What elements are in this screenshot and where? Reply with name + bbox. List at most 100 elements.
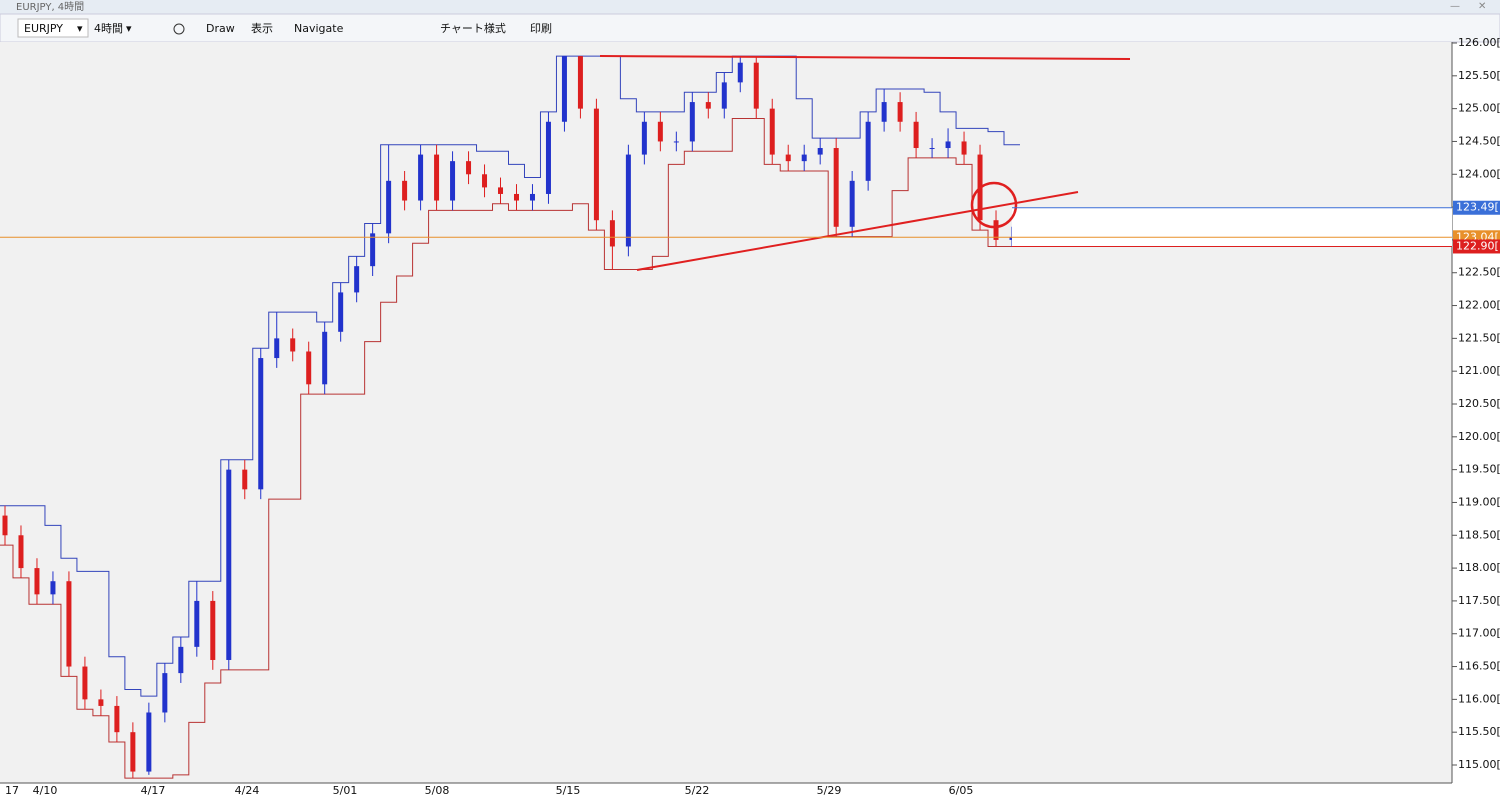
candle-body (226, 469, 232, 660)
price-tag (1453, 200, 1500, 215)
candle-body (865, 121, 871, 181)
y-tick-label: 117.50[0 (1458, 594, 1500, 607)
support-trendline (636, 191, 1079, 271)
candle-body (498, 187, 504, 194)
chart (0, 55, 1020, 779)
plot-area (0, 42, 1452, 783)
chart-style-menu[interactable]: チャート様式 (440, 21, 506, 35)
candle-body (402, 180, 408, 201)
candle-body (849, 180, 855, 227)
x-tick-label: 6/05 (949, 784, 974, 797)
title-bar (0, 0, 1500, 14)
candle-body (545, 121, 551, 194)
candle-body (625, 154, 631, 247)
view-menu[interactable]: 表示 (251, 21, 273, 35)
candle-body (306, 351, 312, 385)
y-tick-label: 116.00[0 (1458, 692, 1500, 705)
candle-body (450, 161, 456, 201)
candle-body (146, 712, 152, 772)
candle-body (561, 56, 567, 122)
shape-tool[interactable] (173, 23, 185, 35)
y-tick-label: 125.00[0 (1458, 102, 1500, 115)
y-tick-label: 125.50[0 (1458, 69, 1500, 82)
candle-body (34, 568, 40, 595)
candle-body (689, 102, 695, 142)
navigate-menu[interactable]: Navigate (294, 22, 344, 35)
candle-body (513, 193, 519, 201)
candle-body (322, 331, 328, 385)
close-button[interactable]: ✕ (1478, 1, 1486, 12)
y-tick-label: 120.50[0 (1458, 397, 1500, 410)
candle-body (721, 82, 727, 109)
price-tag-label: 122.90[ (1456, 239, 1499, 252)
candle-body (242, 469, 248, 490)
breakout-circle (970, 181, 1018, 229)
price-tag (1453, 239, 1500, 254)
symbol-box[interactable] (17, 18, 89, 38)
window-title: EURJPY, 4時間 (16, 1, 84, 13)
candle-body (210, 600, 216, 660)
y-tick-label: 118.00[0 (1458, 561, 1500, 574)
y-tick-label: 124.50[0 (1458, 134, 1500, 147)
y-tick-label: 119.00[0 (1458, 495, 1500, 508)
candle-body (50, 581, 56, 595)
candle-body (114, 705, 120, 733)
candle-body (178, 646, 184, 674)
candle-body (529, 193, 535, 201)
candle-body (354, 266, 360, 293)
y-tick-label: 121.00[0 (1458, 364, 1500, 377)
y-tick-label: 124.00[0 (1458, 167, 1500, 180)
x-tick-label: 5/08 (425, 784, 450, 797)
print-menu[interactable]: 印刷 (530, 22, 552, 35)
candle-body (897, 102, 903, 122)
candle-body (913, 121, 919, 149)
candle-body (162, 673, 168, 713)
candle-body (705, 102, 711, 109)
zone-box (1012, 208, 1452, 247)
candle-body (434, 154, 440, 201)
y-tick-label: 115.00[0 (1458, 758, 1500, 771)
candle-body (993, 220, 999, 240)
candle-body (2, 515, 8, 536)
y-tick-label: 120.00[0 (1458, 430, 1500, 443)
x-tick-label: 17 (5, 784, 19, 797)
x-tick-label: 4/17 (141, 784, 166, 797)
candle-body (753, 62, 759, 109)
candle-body (945, 141, 951, 149)
candle-body (801, 154, 807, 162)
dropdown-arrow: ▾ (77, 22, 83, 35)
candle-body (338, 292, 344, 332)
candle-body (817, 148, 823, 155)
upper-channel (0, 55, 1020, 697)
y-tick-label: 119.50[0 (1458, 463, 1500, 476)
candle-body (609, 220, 615, 247)
candle-body (657, 121, 663, 142)
candle-body (258, 358, 264, 490)
candle-body (386, 180, 392, 234)
y-tick-label: 122.50[0 (1458, 266, 1500, 279)
candle-body (18, 535, 24, 569)
candle-body (194, 600, 200, 647)
timeframe-select[interactable]: 4時間 (94, 22, 123, 35)
candle-body (130, 732, 136, 772)
candle-body (833, 148, 839, 227)
candle-body (482, 174, 488, 188)
y-tick-label: 118.50[0 (1458, 528, 1500, 541)
x-tick-label: 5/01 (333, 784, 358, 797)
y-tick-label: 115.50[0 (1458, 725, 1500, 738)
candle-body (370, 233, 376, 267)
minimize-button[interactable]: — (1450, 1, 1460, 12)
candle-body (929, 148, 935, 150)
x-tick-label: 5/29 (817, 784, 842, 797)
candle-body (418, 154, 424, 201)
dropdown-arrow: ▾ (126, 22, 132, 35)
candle-body (66, 581, 72, 667)
candle-body (785, 154, 791, 162)
y-tick-label: 116.50[0 (1458, 660, 1500, 673)
candle-body (466, 161, 472, 175)
draw-menu[interactable]: Draw (206, 22, 235, 35)
price-tag-label: 123.49[ (1456, 201, 1499, 214)
y-tick-label: 126.00[0 (1458, 36, 1500, 49)
symbol-select[interactable]: EURJPY (24, 22, 63, 35)
